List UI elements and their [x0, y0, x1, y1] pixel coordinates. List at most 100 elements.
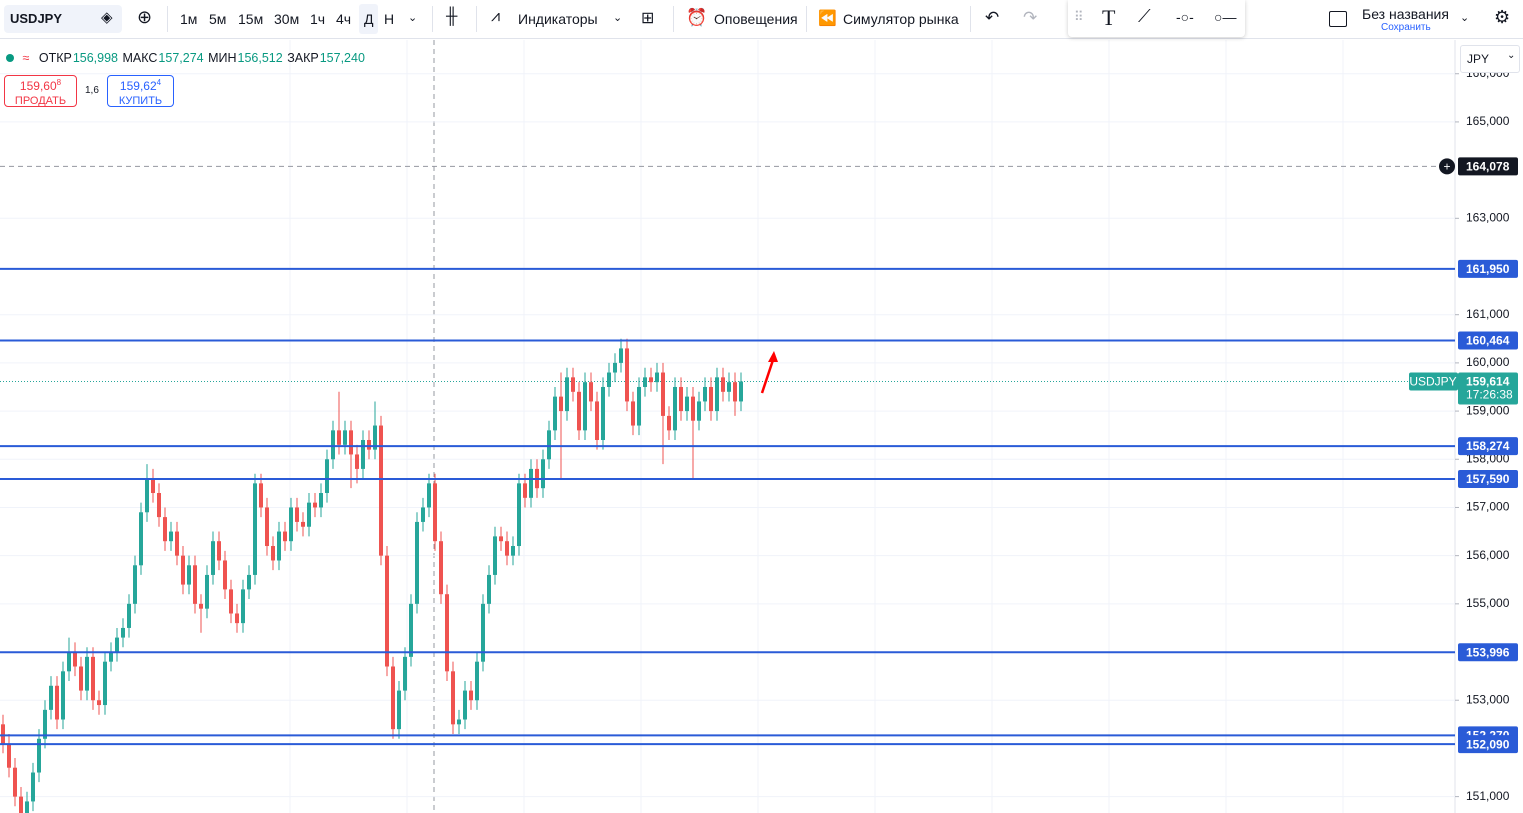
candle-body [547, 430, 551, 460]
interval[interactable]: Н [384, 11, 395, 27]
undo[interactable]: ↶ [985, 8, 1000, 27]
redo[interactable]: ↷ [1023, 8, 1038, 27]
hline-tool[interactable]: ○— [1214, 9, 1237, 25]
open-value: 156,998 [72, 51, 119, 65]
interval[interactable]: 15м [238, 11, 264, 27]
candle-body [709, 386, 713, 412]
text-tool[interactable]: T [1102, 5, 1116, 30]
candle-body [43, 709, 47, 739]
candle-body [25, 801, 29, 813]
candle-body [721, 377, 725, 392]
high-label: МАКС [122, 51, 158, 65]
interval[interactable]: 5м [209, 11, 227, 27]
symbol-icon: ◈ [101, 9, 113, 26]
ray-tool[interactable]: -○- [1176, 9, 1194, 25]
candle-body [85, 656, 89, 691]
candle-body [637, 386, 641, 426]
interval[interactable]: Д [364, 11, 374, 27]
candle-body [457, 719, 461, 725]
level-label: 153,996 [1466, 645, 1510, 659]
chevron[interactable]: ⌄ [408, 12, 418, 24]
level-label-bg [1458, 331, 1518, 350]
chevron[interactable]: ⌄ [1460, 12, 1470, 24]
y-tick-label: 163,000 [1466, 210, 1510, 224]
low-label: МИН [208, 51, 237, 65]
market-icon: ≈ [22, 51, 30, 65]
settings-icon[interactable]: ⚙ [1494, 7, 1511, 27]
replay-button[interactable]: Симулятор рынка [843, 11, 959, 27]
level-label: 157,590 [1466, 472, 1510, 486]
candle-body [217, 541, 221, 561]
candle-body [307, 502, 311, 527]
candle-body [121, 627, 125, 638]
candle-body [661, 372, 665, 416]
indicators-button[interactable]: Индикаторы [518, 11, 598, 27]
candle-body [739, 381, 743, 402]
candle-body [409, 603, 413, 657]
templates-icon[interactable]: ⊞ [641, 10, 655, 27]
candle-body [403, 656, 407, 691]
candle-body [715, 377, 719, 412]
candle-body [679, 386, 683, 412]
level-label-bg [1458, 470, 1518, 489]
layout-icon [1329, 11, 1347, 27]
candle-body [55, 685, 59, 720]
candle-body [199, 603, 203, 609]
candle-body [61, 671, 65, 720]
y-tick-label: 165,000 [1466, 114, 1510, 128]
candle-body [259, 483, 263, 508]
candle-body [361, 439, 365, 469]
trend-line-tool[interactable]: ⟋ [1138, 6, 1151, 26]
symbol-search[interactable] [4, 5, 122, 33]
chart-type-icon[interactable]: ╫ [446, 8, 458, 25]
candle-body [97, 700, 101, 706]
interval[interactable]: 4ч [336, 11, 352, 27]
candle-body [169, 531, 173, 542]
interval[interactable]: 1м [180, 11, 198, 27]
separator [167, 6, 168, 32]
symbol[interactable]: USDJPY [10, 11, 63, 26]
symbol-tag: USDJPY [1409, 375, 1456, 389]
add-alert-plus: + [1443, 160, 1450, 174]
currency-selector[interactable]: JPY ⌄ [1460, 45, 1520, 73]
candle-body [337, 430, 341, 445]
candle-body [607, 372, 611, 387]
save-button[interactable]: Сохранить [1381, 22, 1431, 33]
candle-body [187, 565, 191, 585]
crosshair-label-bg [1458, 157, 1518, 176]
alert-icon: ⏰ [686, 8, 708, 27]
y-tick-label: 159,000 [1466, 403, 1510, 417]
candle-body [649, 377, 653, 383]
chevron[interactable]: ⌄ [613, 12, 623, 24]
candle-body [667, 415, 671, 431]
last-price-bg [1458, 372, 1518, 405]
layout-name[interactable]: Без названия [1362, 6, 1449, 22]
candle-body [37, 738, 41, 773]
sell-price: 159,60 [19, 79, 57, 93]
candle-body [91, 656, 95, 701]
buy-label: КУПИТЬ [118, 95, 163, 107]
alerts-button[interactable]: Оповещения [714, 11, 798, 27]
y-tick-label: 160,000 [1466, 355, 1510, 369]
candle-body [343, 430, 347, 445]
candle-body [49, 685, 53, 710]
candle-body [697, 401, 701, 421]
candle-body [283, 531, 287, 542]
buy-button[interactable]: 159,624 КУПИТЬ [107, 75, 174, 107]
candle-body [229, 589, 233, 614]
candle-body [463, 690, 467, 720]
arrow-annotation [760, 356, 776, 394]
buy-price-sup: 4 [156, 78, 162, 87]
candle-body [133, 565, 137, 604]
sell-button[interactable]: 159,608 ПРОДАТЬ [4, 75, 77, 107]
compare-button[interactable]: ⊕ [137, 7, 153, 27]
separator [806, 6, 807, 32]
candle-body [211, 541, 215, 575]
interval[interactable]: 30м [274, 11, 300, 27]
candle-body [247, 574, 251, 590]
interval[interactable]: 1ч [310, 11, 326, 27]
candle-body [595, 401, 599, 440]
candle-body [253, 483, 257, 575]
